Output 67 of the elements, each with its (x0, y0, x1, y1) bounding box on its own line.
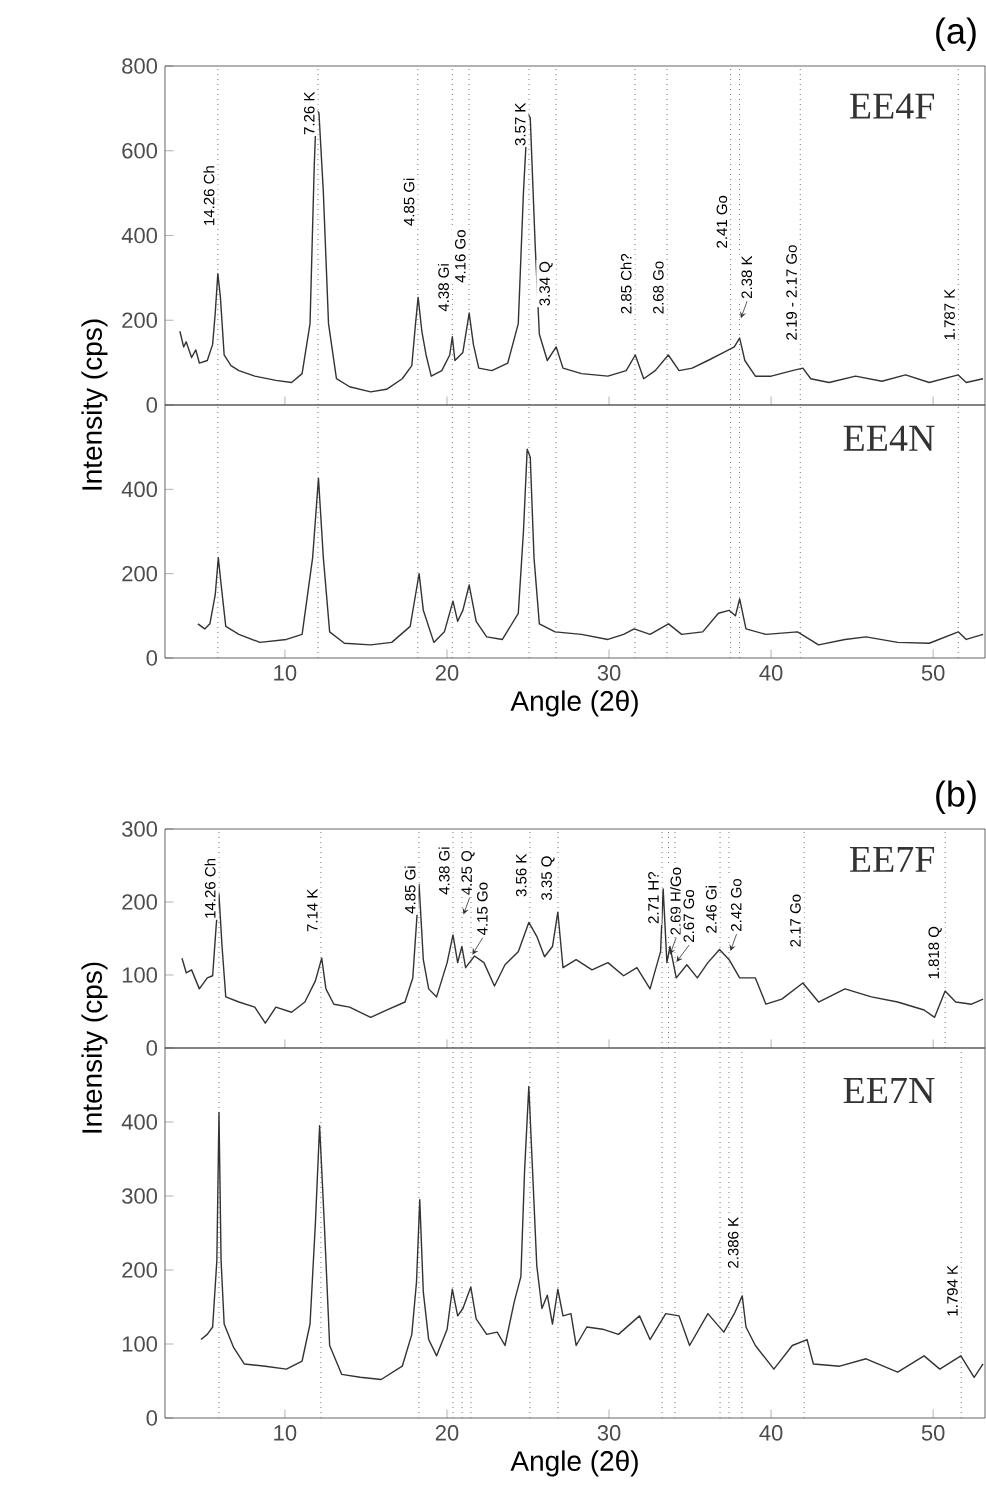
y-tick-label: 0 (146, 650, 158, 666)
annotation: 2.68 Go (653, 261, 664, 314)
x-tick-label: 40 (759, 665, 783, 681)
y-tick-label: 0 (146, 1040, 158, 1056)
annotation: 2.386 K (727, 1217, 739, 1268)
annotation: 4.16 Go (454, 230, 466, 283)
annotation: 2.19 - 2.17 Go (786, 245, 797, 340)
annotation: 14.26 Ch (203, 166, 215, 225)
text: EE4F (849, 93, 935, 119)
x-tick-label: 10 (274, 1425, 297, 1441)
y-tick-label: 100 (122, 1336, 158, 1352)
annotation: 1.787 K (944, 288, 955, 340)
y-tick-label: 300 (122, 1188, 158, 1204)
x-axis-title: Angle (2θ) (510, 1450, 638, 1477)
annotation: 3.56 K (515, 853, 527, 897)
annotation: 2.41 Go (716, 195, 728, 248)
x-tick-label: 50 (921, 665, 945, 681)
y-axis-title: Intensity (cps) (81, 319, 108, 490)
annotation: 4.85 Gi (403, 178, 415, 226)
y-tick-label: 0 (146, 1410, 158, 1426)
annotation: 4.38 Gi (438, 847, 450, 895)
y-tick-label: 400 (121, 481, 158, 498)
x-tick-label: 20 (435, 1425, 459, 1441)
annotation: 1.818 Q (928, 926, 942, 979)
annotation: 2.85 Ch? (620, 253, 632, 314)
x-axis-title: Angle (2θ) (510, 690, 638, 717)
annotation: 4.85 Gi (404, 866, 416, 914)
text: EE7N (843, 1078, 935, 1103)
y-tick-label: 400 (121, 227, 158, 244)
y-tick-label: 600 (122, 142, 158, 159)
y-tick-label: 800 (122, 58, 158, 74)
annotation: 2.71 H? (648, 872, 659, 924)
y-tick-label: 200 (122, 312, 158, 329)
annotation: 3.35 Q (541, 856, 555, 901)
annotation: 2.67 Go (683, 889, 695, 942)
y-tick-label: 300 (122, 821, 158, 837)
annotation: 4.15 Go (477, 882, 488, 935)
annotation: 2.46 Gi (705, 886, 717, 933)
annotation: 7.26 K (303, 91, 315, 135)
y-tick-label: 0 (146, 397, 158, 413)
x-tick-label: 40 (759, 1425, 783, 1441)
y-tick-label: 100 (122, 967, 158, 983)
annotation: 2.38 K (741, 255, 753, 299)
annotation: 3.57 K (514, 102, 526, 146)
annotation: 14.26 Ch (204, 858, 216, 918)
annotation: 4.38 Gi (437, 264, 449, 312)
y-tick-label: 200 (122, 565, 158, 582)
text: EE7F (849, 846, 935, 872)
x-tick-label: 30 (597, 665, 621, 681)
y-tick-label: 200 (122, 1262, 158, 1278)
x-tick-label: 50 (921, 1425, 945, 1441)
annotation: 1.794 K (947, 1265, 958, 1316)
x-tick-label: 20 (435, 665, 459, 681)
y-tick-label: 400 (121, 1114, 158, 1130)
x-tick-label: 30 (597, 1425, 621, 1441)
chart-title: (b) (936, 780, 976, 814)
annotation: 3.34 Q (539, 261, 553, 306)
annotation: 7.14 K (307, 888, 318, 932)
x-tick-label: 10 (274, 665, 297, 681)
annotation: 2.42 Go (730, 878, 742, 931)
chart-title: (a) (936, 17, 976, 51)
y-tick-label: 200 (122, 894, 158, 910)
text: EE4N (843, 425, 935, 451)
annotation: 2.69 H/Go (670, 867, 682, 935)
y-axis-title: Intensity (cps) (81, 962, 108, 1133)
annotation: 4.25 Q (461, 850, 475, 895)
annotation: 2.17 Go (790, 894, 801, 947)
